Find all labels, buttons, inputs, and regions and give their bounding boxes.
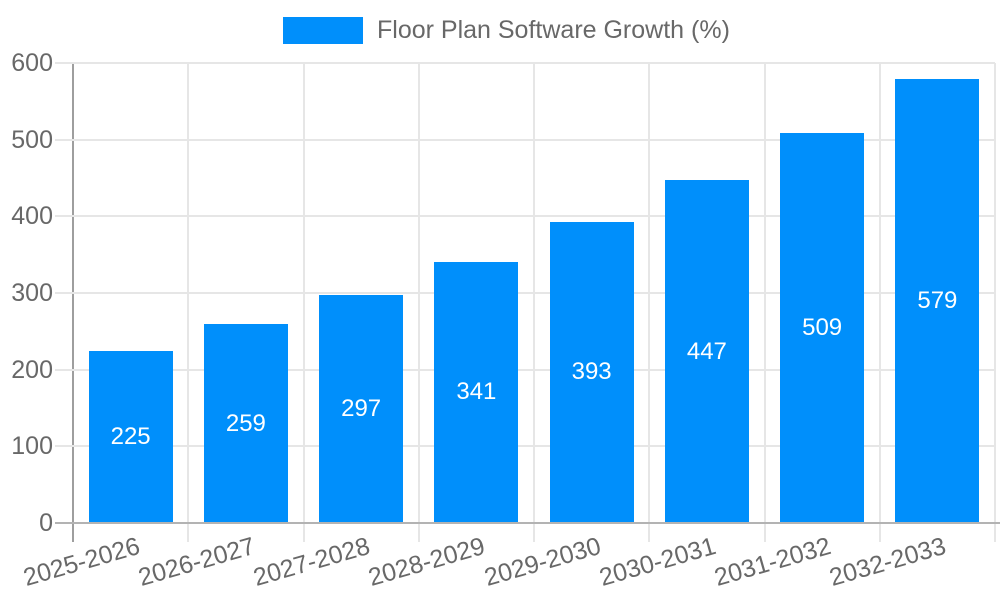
legend-label: Floor Plan Software Growth (%) [377,16,730,44]
vertical-gridline [763,63,766,542]
y-axis-label: 500 [11,125,53,154]
bar[interactable] [434,261,519,523]
bar[interactable] [780,132,865,523]
bar[interactable] [88,350,173,523]
y-axis-label: 300 [11,279,53,307]
horizontal-gridline [55,368,995,371]
bar[interactable] [549,221,634,523]
vertical-gridline [417,63,420,542]
vertical-gridline [994,63,996,542]
vertical-gridline [187,63,190,542]
horizontal-gridline [55,445,995,448]
y-axis-line [72,63,74,542]
bar[interactable] [319,295,404,523]
vertical-gridline [648,63,651,542]
y-axis-label: 0 [39,509,53,537]
y-axis-label: 400 [11,202,53,231]
vertical-gridline [878,63,881,542]
bar[interactable] [664,180,749,523]
x-axis-line [55,522,1000,524]
horizontal-gridline [55,292,995,294]
horizontal-gridline [55,62,995,64]
y-axis-label: 200 [11,355,53,384]
horizontal-gridline [55,138,995,141]
y-axis-label: 600 [11,49,53,77]
horizontal-gridline [55,215,995,218]
legend-item[interactable]: Floor Plan Software Growth (%) [283,15,730,46]
legend-marker [283,17,363,44]
vertical-gridline [533,63,535,542]
y-axis-label: 100 [11,432,53,461]
vertical-gridline [302,63,305,542]
bar[interactable] [895,79,980,523]
bar[interactable] [203,324,288,523]
